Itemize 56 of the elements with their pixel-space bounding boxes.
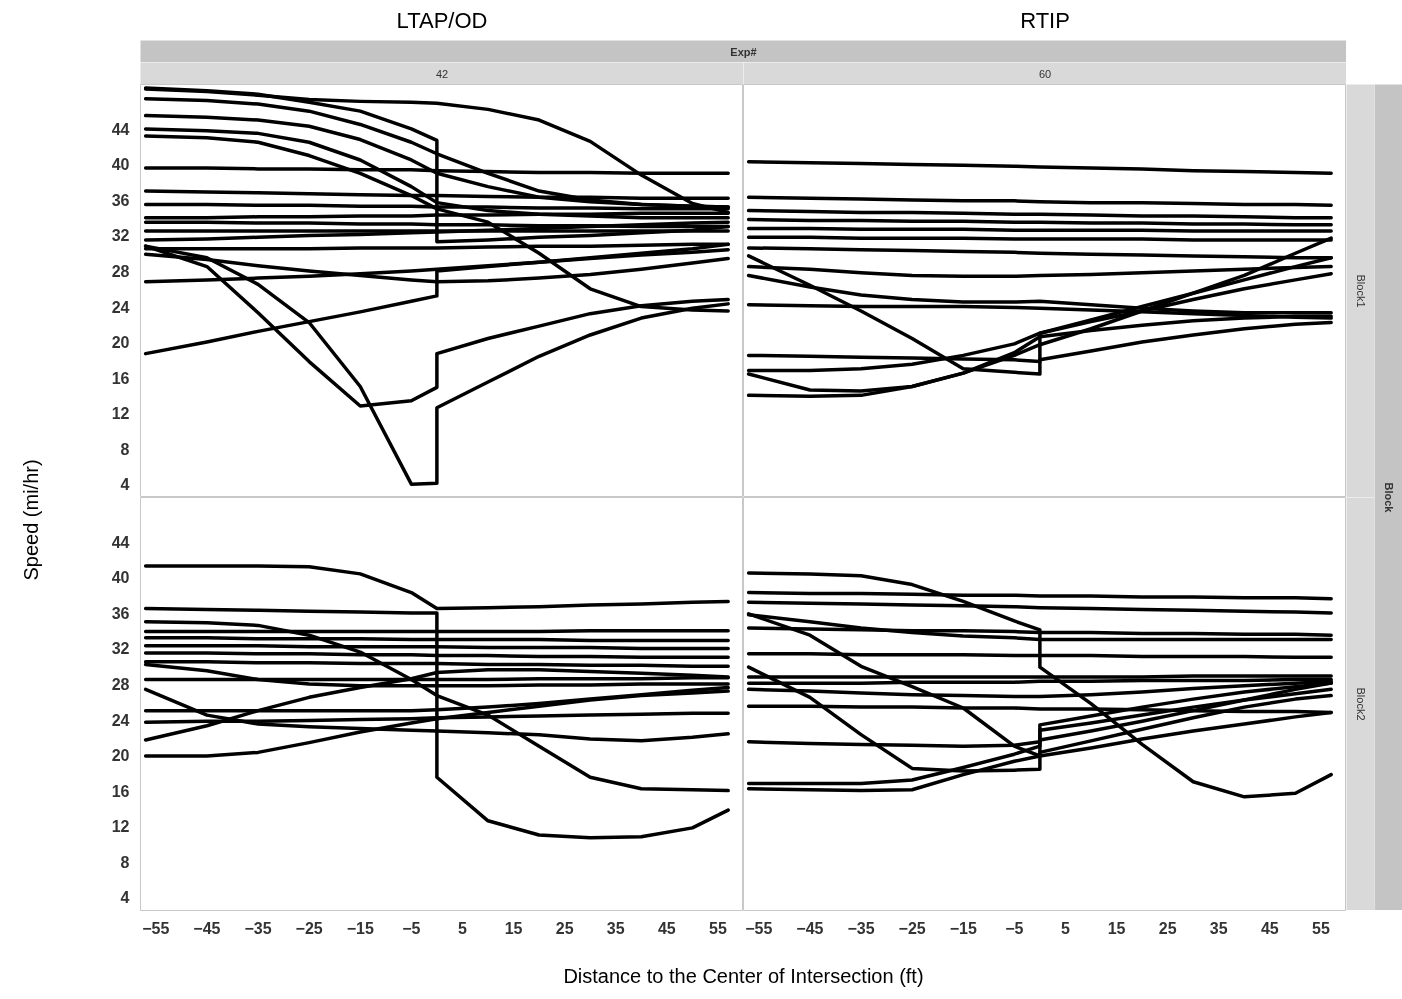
y-tick-label: 44 [111,533,130,551]
x-tick-label: 55 [709,919,727,937]
y-tick-label: 20 [111,747,130,765]
y-tick-label: 12 [111,818,130,836]
y-tick-label: 4 [120,476,130,494]
y-tick-label: 8 [120,853,130,871]
y-tick-label: 24 [111,711,130,729]
x-tick-label: 55 [1312,919,1330,937]
y-tick-label: 36 [111,604,130,622]
y-tick-label: 28 [111,263,130,281]
x-tick-label: −55 [142,919,170,937]
chart-title: RTIP [1020,8,1070,33]
y-tick-label: 44 [111,120,130,138]
x-tick-label: −35 [847,919,875,937]
x-tick-label: −45 [796,919,824,937]
y-tick-label: 40 [111,569,130,587]
x-tick-label: −25 [295,919,323,937]
x-tick-label: 25 [555,919,574,937]
x-tick-label: −45 [193,919,221,937]
x-tick-label: −15 [346,919,374,937]
x-tick-label: 15 [504,919,523,937]
x-tick-label: −5 [1005,919,1024,937]
x-tick-label: 5 [457,919,467,937]
y-tick-label: 32 [111,640,130,658]
x-tick-label: 45 [657,919,676,937]
y-tick-label: 16 [111,782,130,800]
text: Block1 [1354,274,1367,308]
y-tick-label: 16 [111,369,130,387]
text: Exp# [730,45,757,58]
x-tick-label: 35 [606,919,625,937]
x-tick-label: 35 [1209,919,1228,937]
x-tick-label: −55 [745,919,773,937]
x-tick-label: 15 [1107,919,1126,937]
y-tick-label: 20 [111,334,130,352]
text: Block2 [1354,687,1367,721]
x-tick-label: 25 [1158,919,1177,937]
y-tick-label: 8 [120,440,130,458]
y-tick-label: 32 [111,227,130,245]
y-tick-label: 36 [111,191,130,209]
y-tick-label: 4 [120,889,130,907]
chart-title: LTAP/OD [396,8,488,33]
x-tick-label: −5 [402,919,421,937]
y-tick-label: 40 [111,156,130,174]
y-tick-label: 12 [111,405,130,423]
y-axis-title: Speed (mi/hr) [19,459,42,581]
x-tick-label: −25 [898,919,926,937]
y-tick-label: 24 [111,298,130,316]
x-tick-label: −35 [244,919,272,937]
x-tick-label: 5 [1060,919,1070,937]
chart-subtitle: 60 [1038,67,1052,80]
x-axis-title: Distance to the Center of Intersection (ft) [563,964,924,987]
x-tick-label: −15 [949,919,977,937]
x-tick-label: 45 [1260,919,1279,937]
text: Block [1382,482,1395,514]
y-tick-label: 28 [111,676,130,694]
chart-subtitle: 42 [435,67,449,80]
